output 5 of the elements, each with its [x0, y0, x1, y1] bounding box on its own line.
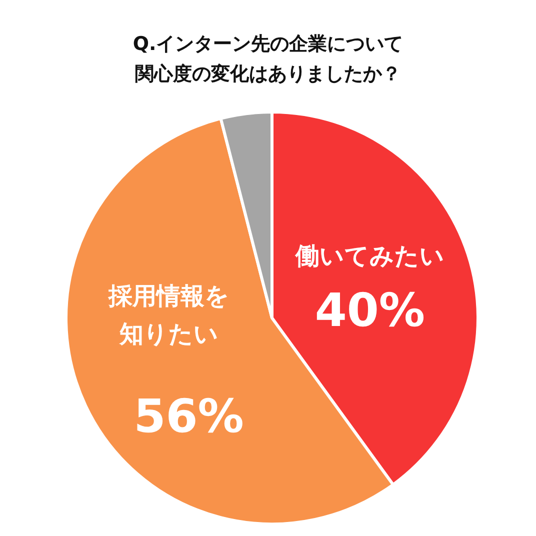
data-label: 40%	[314, 283, 426, 338]
data-label: 56%	[134, 388, 244, 443]
chart-title: Q.インターン先の企業について関心度の変化はありましたか？	[132, 33, 404, 85]
slice-label: 採用情報を知りたい	[107, 282, 230, 348]
slice-label: 働いてみたい	[294, 242, 444, 270]
